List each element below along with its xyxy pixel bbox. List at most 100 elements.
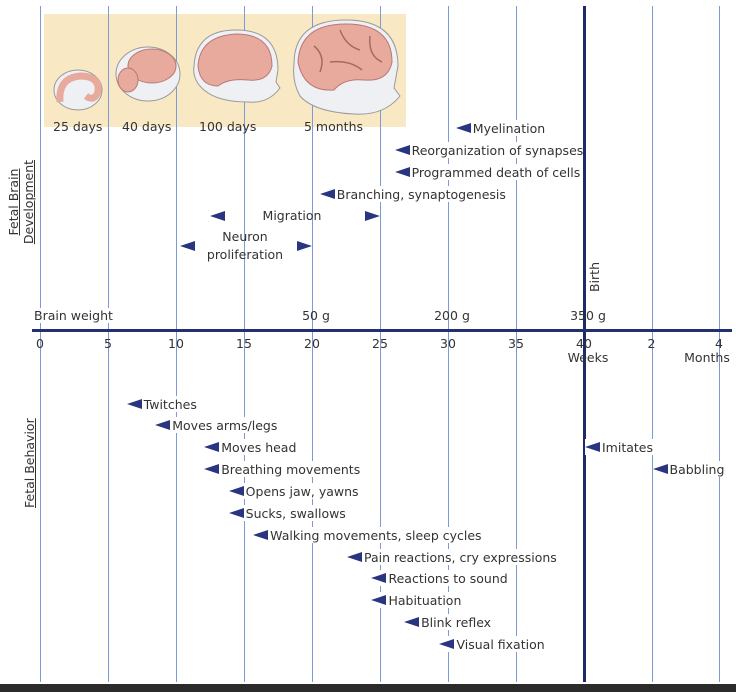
month-tick-label: 2 xyxy=(647,336,656,351)
fetal-brain-development-label: Fetal Brain Development xyxy=(6,142,36,262)
gridline xyxy=(108,6,109,682)
milestone-item: Moves arms/legs xyxy=(155,417,278,433)
brain-weight-value: 350 g xyxy=(570,308,606,323)
milestone-label: Moves head xyxy=(221,439,297,455)
milestone-item: Reorganization of synapses xyxy=(394,142,584,158)
arrow-icon xyxy=(439,639,455,649)
milestone-item: Twitches xyxy=(126,396,197,412)
neuron-proliferation-label-line1: Neuron xyxy=(222,229,268,244)
gridline xyxy=(652,6,653,682)
brain-weight-value: 200 g xyxy=(434,308,470,323)
arrow-icon xyxy=(228,486,244,496)
arrow-left-icon xyxy=(180,241,196,251)
week-tick-label: 30 xyxy=(440,336,456,351)
milestone-item: Visual fixation xyxy=(439,636,545,652)
birth-label: Birth xyxy=(587,261,602,292)
brain-weight-label: Brain weight xyxy=(33,308,114,323)
gridline xyxy=(380,6,381,682)
gridline xyxy=(719,6,720,682)
label-line: Fetal Brain xyxy=(6,168,21,236)
gridline xyxy=(583,6,586,682)
weeks-unit-label: Weeks xyxy=(567,350,609,365)
month-tick-label: 4 xyxy=(715,336,723,351)
arrow-icon xyxy=(404,617,420,627)
label-line: Development xyxy=(21,159,36,245)
milestone-item: Blink reflex xyxy=(404,614,492,630)
arrow-icon xyxy=(347,552,362,562)
milestone-label: Imitates xyxy=(602,439,654,455)
gridline xyxy=(312,6,313,682)
milestone-item: Moves head xyxy=(204,439,297,455)
fetal-behavior-label: Fetal Behavior xyxy=(22,418,37,508)
arrow-icon xyxy=(204,442,220,452)
milestone-item: Habituation xyxy=(371,592,462,608)
stage-label: 25 days xyxy=(53,119,103,134)
milestone-label: Moves arms/legs xyxy=(172,417,278,433)
milestone-item: Imitates xyxy=(585,439,654,455)
milestone-item: Opens jaw, yawns xyxy=(228,483,359,499)
arrow-icon xyxy=(253,530,269,540)
gridline xyxy=(176,6,177,682)
week-tick-label: 10 xyxy=(168,336,184,351)
milestone-label: Myelination xyxy=(472,120,546,136)
milestone-label: Habituation xyxy=(388,592,462,608)
arrow-left-icon xyxy=(210,211,225,221)
brain-40-days-illustration xyxy=(115,46,181,102)
gridline xyxy=(40,6,41,682)
gridline xyxy=(516,6,517,682)
milestone-item: Breathing movements xyxy=(204,461,361,477)
week-tick-label: 25 xyxy=(372,336,388,351)
milestone-item: Programmed death of cells xyxy=(394,164,581,180)
milestone-item: Walking movements, sleep cycles xyxy=(253,527,482,543)
brain-100-days-illustration xyxy=(193,29,281,103)
stage-label: 5 months xyxy=(304,119,364,134)
brain-weight-value: 50 g xyxy=(302,308,330,323)
week-tick-label: 20 xyxy=(304,336,320,351)
arrow-icon xyxy=(319,189,335,199)
milestone-item: Reactions to sound xyxy=(371,570,508,586)
timeline-axis xyxy=(32,329,732,332)
brain-25-days-illustration xyxy=(53,69,103,111)
gridline xyxy=(244,6,245,682)
arrow-right-icon xyxy=(365,211,380,221)
milestone-label: Babbling xyxy=(669,461,725,477)
milestone-label: Pain reactions, cry expressions xyxy=(364,549,557,565)
brain-5-months-illustration xyxy=(293,19,401,115)
week-tick-label: 40 xyxy=(576,336,592,351)
milestone-label: Walking movements, sleep cycles xyxy=(270,527,482,543)
milestone-item: Myelination xyxy=(455,120,546,136)
arrow-icon xyxy=(585,442,600,452)
milestone-label: Blink reflex xyxy=(421,614,492,630)
milestone-item: Pain reactions, cry expressions xyxy=(347,549,557,565)
week-tick-label: 35 xyxy=(508,336,524,351)
arrow-icon xyxy=(455,123,471,133)
arrow-icon xyxy=(371,595,387,605)
arrow-icon xyxy=(394,167,410,177)
milestone-item: Sucks, swallows xyxy=(228,505,346,521)
milestone-label: Twitches xyxy=(143,396,197,412)
arrow-icon xyxy=(155,420,171,430)
milestone-label: Programmed death of cells xyxy=(411,164,581,180)
arrow-icon xyxy=(228,508,244,518)
milestone-label: Visual fixation xyxy=(456,636,545,652)
arrow-icon xyxy=(204,464,220,474)
milestone-item: Babbling xyxy=(652,461,725,477)
stage-label: 100 days xyxy=(199,119,257,134)
stage-label: 40 days xyxy=(122,119,172,134)
arrow-right-icon xyxy=(297,241,312,251)
milestone-label: Reactions to sound xyxy=(388,570,508,586)
week-tick-label: 0 xyxy=(36,336,44,351)
week-tick-label: 15 xyxy=(236,336,252,351)
arrow-icon xyxy=(652,464,668,474)
milestone-label: Reorganization of synapses xyxy=(411,142,584,158)
bottom-bar xyxy=(0,684,736,692)
arrow-icon xyxy=(371,573,387,583)
milestone-label: Branching, synaptogenesis xyxy=(336,186,506,202)
migration-label: Migration xyxy=(262,208,322,223)
week-tick-label: 5 xyxy=(104,336,112,351)
milestone-label: Breathing movements xyxy=(221,461,361,477)
neuron-proliferation-label-line2: proliferation xyxy=(206,247,284,262)
arrow-icon xyxy=(126,399,142,409)
milestone-label: Sucks, swallows xyxy=(245,505,346,521)
